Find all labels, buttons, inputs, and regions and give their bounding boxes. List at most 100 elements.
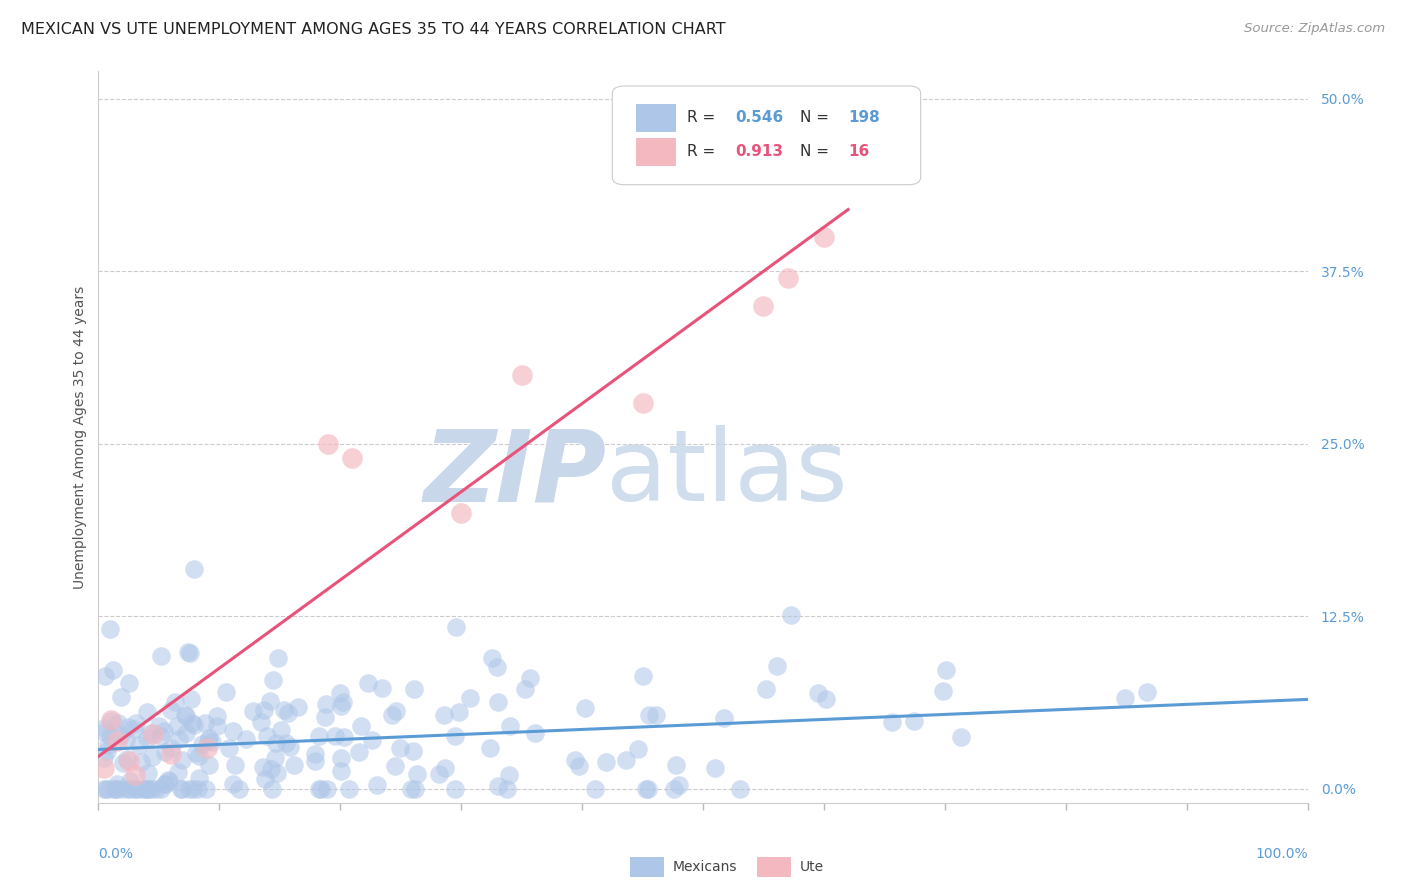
Point [124,782,146,797]
Point [950,731,973,745]
Point [515,681,537,696]
Point [222,777,245,791]
Point [252,760,274,774]
Point [136,731,159,746]
Point [404,681,426,696]
Y-axis label: Unemployment Among Ages 35 to 44 years: Unemployment Among Ages 35 to 44 years [73,285,87,589]
Point [105,733,128,747]
Point [197,731,219,745]
Point [498,768,520,782]
Point [481,650,503,665]
Text: atlas: atlas [606,425,848,522]
Point [201,735,224,749]
Point [224,757,246,772]
Point [228,782,250,797]
Point [357,675,380,690]
Point [450,506,472,520]
Point [287,700,309,714]
Point [273,703,295,717]
Point [155,745,177,759]
Text: 198: 198 [848,110,880,125]
Point [444,620,467,634]
Point [149,649,172,664]
Point [277,706,299,720]
Point [389,741,412,756]
Point [637,782,659,797]
Point [627,741,650,756]
Point [278,739,301,754]
Point [104,782,127,797]
Point [187,782,209,797]
Point [813,230,835,244]
Point [333,730,356,744]
Point [96,782,118,797]
Point [523,726,546,740]
Point [932,684,955,698]
Point [174,709,197,723]
Point [262,673,284,688]
Point [337,782,360,797]
Point [194,716,217,731]
Point [129,755,152,769]
Point [668,778,690,792]
Bar [637,138,676,166]
Point [169,732,191,747]
Point [405,767,427,781]
Bar [758,857,792,878]
Point [222,723,245,738]
Point [752,299,775,313]
Point [142,727,165,741]
Point [806,686,828,700]
Point [776,271,799,285]
Point [166,719,188,733]
Point [179,646,201,660]
Point [486,779,509,793]
Point [631,669,654,683]
Point [266,766,288,780]
Point [155,777,177,791]
Point [329,686,352,700]
Point [350,719,373,733]
Point [93,725,115,739]
Point [664,782,686,797]
Point [583,782,606,797]
Point [205,708,228,723]
Point [402,744,425,758]
Point [308,782,330,797]
Point [181,782,204,797]
Point [105,777,128,791]
Point [309,782,332,797]
Point [96,743,118,757]
Point [132,782,155,797]
Point [105,782,128,797]
Point [181,715,204,730]
Point [111,782,134,797]
Point [499,719,522,733]
Point [188,748,211,763]
Point [170,753,193,767]
Point [112,756,135,771]
Point [141,782,163,797]
Point [107,715,129,730]
Text: Ute: Ute [800,860,824,874]
Point [274,736,297,750]
Point [259,694,281,708]
Point [903,714,925,728]
Point [1114,690,1136,705]
Point [163,695,186,709]
Point [519,671,541,685]
Point [103,782,125,797]
Point [704,761,727,775]
Point [713,711,735,725]
Text: 0.0%: 0.0% [98,847,134,861]
Point [128,782,150,797]
Point [779,607,801,622]
Point [170,782,193,797]
Point [141,726,163,740]
Point [117,782,139,797]
Point [283,757,305,772]
Point [427,767,450,781]
Point [815,692,838,706]
Point [110,728,132,742]
Text: ZIP: ZIP [423,425,606,522]
